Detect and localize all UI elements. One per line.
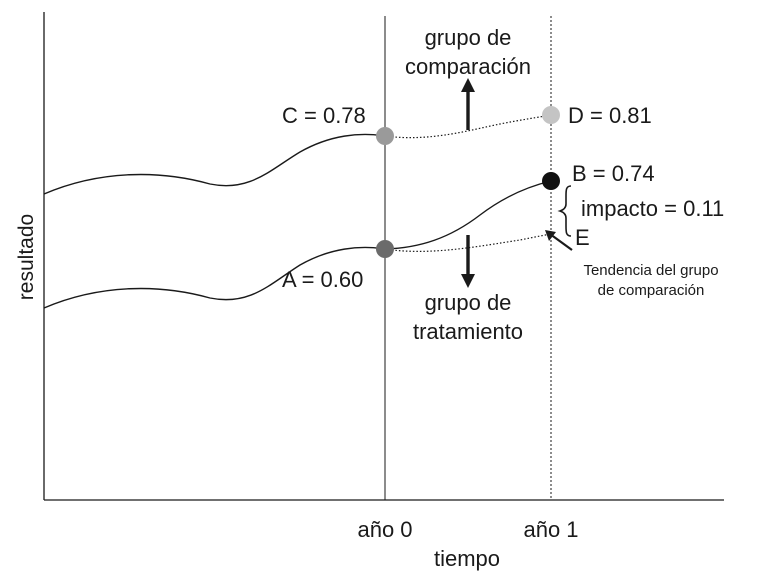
- tick-year-1: año 1: [523, 517, 578, 542]
- tick-year-0: año 0: [357, 517, 412, 542]
- point-c: [376, 127, 394, 145]
- label-a: A = 0.60: [282, 267, 363, 292]
- x-axis-label: tiempo: [434, 546, 500, 571]
- y-axis-label: resultado: [15, 214, 38, 300]
- point-a: [376, 240, 394, 258]
- treatment-arrow-head: [461, 274, 475, 288]
- treatment-curve-a-b: [384, 180, 552, 250]
- treatment-group-line1: grupo de: [425, 290, 512, 315]
- label-d: D = 0.81: [568, 103, 652, 128]
- trend-note-line2: de comparación: [598, 282, 705, 299]
- trend-note-arrow-head: [545, 230, 556, 241]
- point-d: [542, 106, 560, 124]
- label-b: B = 0.74: [572, 161, 655, 186]
- trend-dotted-a-e: [384, 233, 552, 252]
- label-e: E: [575, 225, 590, 250]
- label-impact: impacto = 0.11: [581, 196, 724, 221]
- point-b: [542, 172, 560, 190]
- treatment-group-curve: [43, 246, 386, 309]
- label-c: C = 0.78: [282, 103, 366, 128]
- comparison-group-line2: comparación: [405, 54, 531, 79]
- impact-brace: [557, 185, 572, 237]
- treatment-group-line2: tratamiento: [413, 319, 523, 344]
- comparison-arrow-head: [461, 78, 475, 92]
- comparison-group-line1: grupo de: [425, 25, 512, 50]
- comparison-group-curve: [43, 133, 386, 195]
- trend-note-arrow-shaft: [549, 233, 573, 251]
- trend-note-line1: Tendencia del grupo: [583, 262, 718, 279]
